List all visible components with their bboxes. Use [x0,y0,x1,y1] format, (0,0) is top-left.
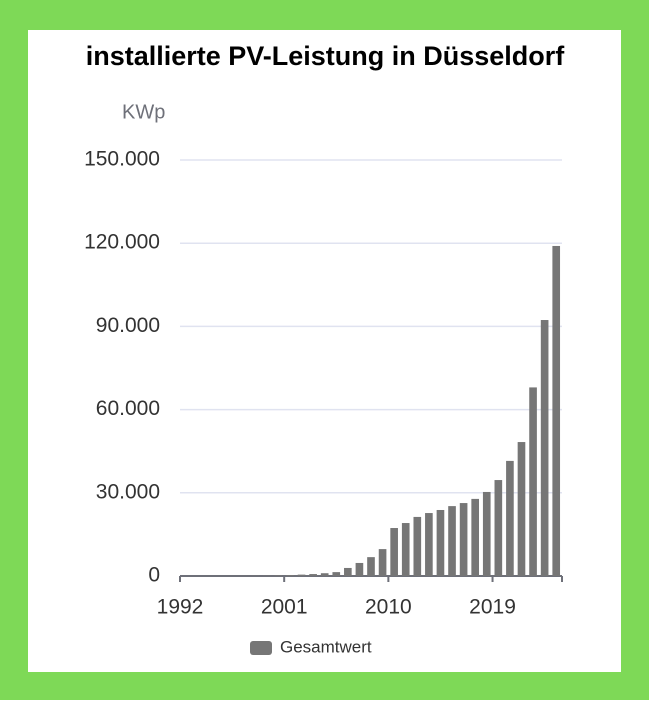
bar [286,575,294,576]
legend-swatch [250,641,272,655]
x-tick-label: 2019 [469,596,516,619]
bar [332,572,340,576]
x-tick-label: 2001 [261,596,308,619]
y-tick-label: 90.000 [96,314,160,337]
bar [552,246,560,576]
bar [425,513,433,576]
bar [367,557,375,576]
bar [437,510,445,576]
bar [379,549,387,576]
y-axis-label: KWp [122,101,165,123]
bar [518,442,526,576]
bar [309,574,317,576]
bar [321,573,329,576]
x-tick-label: 1992 [157,596,204,619]
bar [541,320,549,576]
y-tick-label: 60.000 [96,397,160,420]
y-tick-label: 150.000 [84,148,160,171]
y-tick-label: 120.000 [84,231,160,254]
bar [275,575,283,576]
bar [471,499,479,576]
bar [483,492,491,576]
bar [529,387,537,576]
y-tick-label: 0 [148,564,160,587]
bar [298,575,306,576]
bar [495,480,503,576]
x-tick-label: 2010 [365,596,412,619]
bar [460,503,468,576]
bar [390,528,398,576]
bar [344,568,352,576]
bar [448,506,456,576]
bar [402,523,410,576]
chart-title: installierte PV-Leistung in Düsseldorf [86,41,566,71]
bar [413,517,421,576]
legend-label: Gesamtwert [280,637,372,656]
bar [356,563,364,576]
y-tick-label: 30.000 [96,480,160,503]
bar [506,461,514,576]
